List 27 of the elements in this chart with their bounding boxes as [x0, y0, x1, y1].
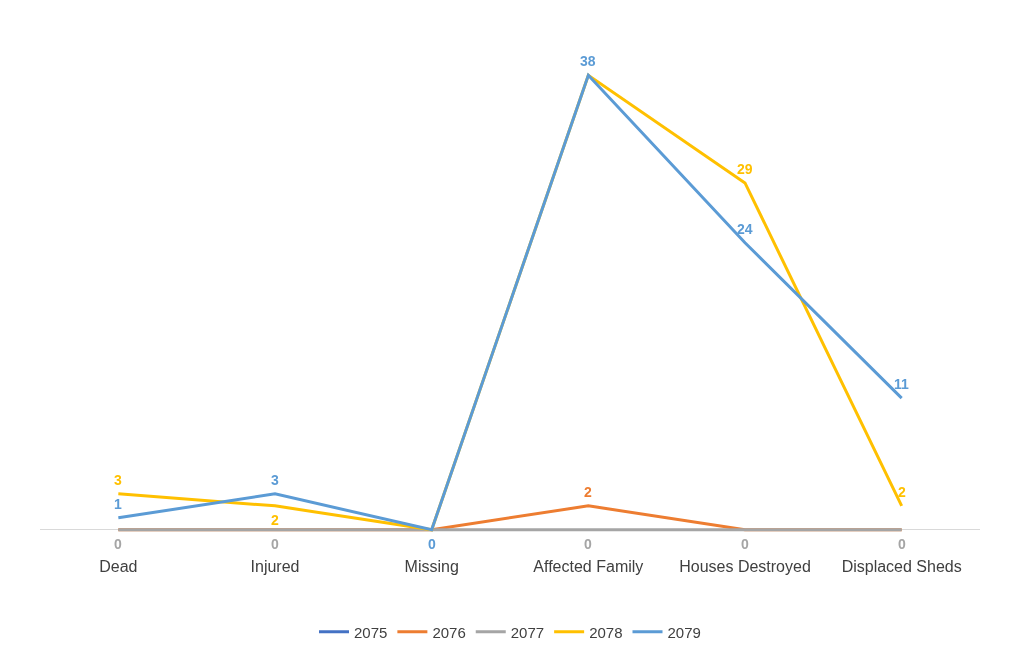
legend-label: 2076 — [432, 623, 466, 641]
data-label: 0 — [584, 536, 592, 552]
x-tick-label: Affected Family — [533, 558, 644, 575]
data-label: 0 — [898, 536, 906, 552]
data-label: 2 — [584, 484, 592, 500]
data-label: 3 — [114, 472, 122, 488]
x-tick-label: Missing — [404, 558, 459, 575]
data-label: 0 — [741, 536, 749, 552]
data-label: 29 — [737, 161, 753, 177]
x-tick-label: Displaced Sheds — [841, 558, 962, 575]
legend-label: 2078 — [589, 623, 623, 641]
data-label: 3 — [271, 472, 279, 488]
legend-label: 2075 — [354, 623, 388, 641]
data-label: 2 — [898, 484, 906, 500]
legend-label: 2077 — [510, 623, 545, 641]
data-label: 24 — [737, 221, 753, 237]
legend-label: 2079 — [667, 623, 701, 641]
data-label: 38 — [580, 53, 596, 69]
data-label: 0 — [114, 536, 122, 552]
data-label: 1 — [114, 496, 122, 512]
data-label: 0 — [428, 536, 436, 552]
x-tick-label: Dead — [99, 558, 138, 575]
x-tick-label: Houses Destroyed — [679, 558, 811, 575]
data-label: 0 — [271, 536, 279, 552]
x-tick-label: Injured — [250, 558, 300, 575]
data-label: 11 — [894, 376, 910, 392]
data-label: 2 — [271, 512, 279, 528]
